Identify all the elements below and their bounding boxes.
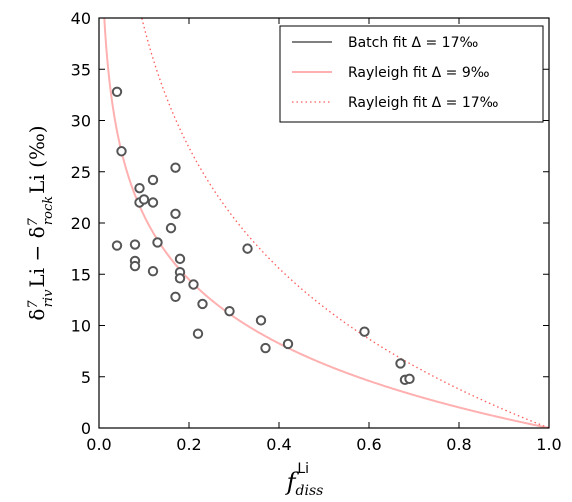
- legend: Batch fit Δ = 17‰ Rayleigh fit Δ = 9‰ Ra…: [279, 25, 544, 123]
- data-point: [170, 291, 181, 302]
- data-point: [404, 373, 415, 384]
- x-tick-label: 0.4: [266, 435, 291, 454]
- y-tick-label: 20: [71, 214, 91, 233]
- data-point: [359, 326, 370, 337]
- data-point: [147, 174, 159, 186]
- data-point: [188, 279, 199, 290]
- y-label-sub-rock: rock: [41, 196, 56, 225]
- data-point: [165, 222, 177, 234]
- data-point: [242, 243, 253, 254]
- data-point: [174, 273, 186, 284]
- y-label-delta-riv: δ: [25, 309, 49, 321]
- fit-curves: [103, 18, 549, 428]
- data-point: [152, 237, 163, 248]
- y-label-mid: Li −: [25, 238, 49, 287]
- data-point: [224, 305, 235, 317]
- y-tick-label: 40: [71, 9, 91, 28]
- data-point: [170, 162, 181, 173]
- x-axis: 0.0 0.2 0.4 0.6 0.8 1.0: [86, 18, 562, 454]
- data-point: [134, 182, 145, 194]
- legend-label-rayleigh-17: Rayleigh fit Δ = 17‰: [348, 95, 499, 111]
- y-tick-label: 10: [71, 317, 91, 336]
- data-point: [395, 358, 406, 369]
- data-point: [260, 342, 271, 354]
- data-points: [111, 86, 415, 386]
- y-axis: 0 5 10 15 20 25 30 35 40: [71, 9, 549, 438]
- data-point: [129, 260, 141, 272]
- data-point: [282, 338, 294, 350]
- y-label-delta-rock: δ: [25, 226, 49, 238]
- y-label-sup-rock: 7: [26, 217, 41, 226]
- x-axis-label: fdissLi: [285, 461, 324, 499]
- x-tick-label: 1.0: [536, 435, 561, 454]
- legend-label-batch: Batch fit Δ = 17‰: [348, 35, 478, 51]
- x-tick-label: 0.2: [176, 435, 201, 454]
- y-tick-label: 0: [81, 419, 91, 438]
- data-point: [197, 298, 208, 310]
- data-point: [111, 86, 123, 98]
- data-point: [111, 240, 123, 251]
- rayleigh-curve-17: [141, 18, 549, 428]
- data-point: [138, 194, 150, 205]
- y-label-sub-riv: riv: [41, 289, 56, 307]
- data-point: [255, 315, 267, 326]
- data-point: [147, 265, 159, 277]
- data-point: [116, 146, 127, 157]
- data-point: [192, 328, 204, 339]
- y-tick-label: 5: [81, 368, 91, 387]
- y-axis-label: δ7rivLi − δ7rockLi (‰): [25, 125, 56, 320]
- x-label-sup: Li: [297, 461, 309, 477]
- data-point: [147, 197, 159, 208]
- x-tick-label: 0.8: [446, 435, 471, 454]
- y-tick-label: 15: [71, 265, 91, 284]
- y-tick-label: 25: [71, 163, 91, 182]
- legend-label-rayleigh-9: Rayleigh fit Δ = 9‰: [348, 65, 490, 81]
- x-tick-label: 0.6: [356, 435, 381, 454]
- y-label-sup-riv: 7: [26, 300, 41, 309]
- data-point: [129, 239, 141, 250]
- x-tick-label: 0.0: [86, 435, 111, 454]
- data-point: [174, 253, 186, 265]
- y-tick-label: 30: [71, 112, 91, 131]
- rayleigh-curve-9: [103, 18, 549, 428]
- y-label-tail: Li (‰): [25, 125, 49, 193]
- data-point: [170, 208, 181, 219]
- y-tick-label: 35: [71, 60, 91, 79]
- x-label-sub: diss: [296, 483, 324, 499]
